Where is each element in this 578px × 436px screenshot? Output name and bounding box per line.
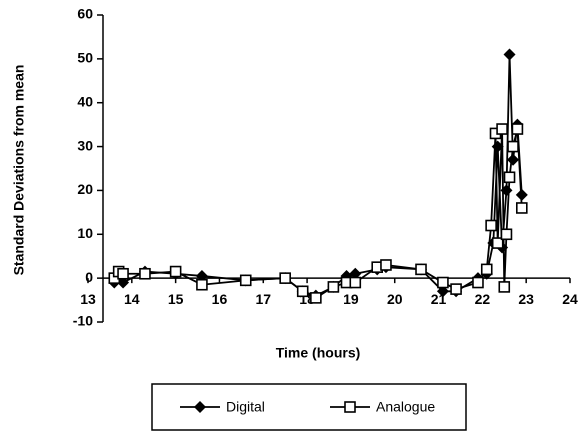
x-tick-label: 14 (124, 291, 140, 307)
x-tick-label: 19 (343, 291, 359, 307)
data-point (480, 263, 493, 276)
data-point (450, 283, 462, 295)
data-point (349, 276, 362, 289)
data-point (196, 278, 208, 291)
data-point (239, 274, 252, 287)
y-tick-label: 30 (77, 137, 93, 153)
data-point (117, 267, 129, 280)
x-tick-label: 13 (80, 291, 96, 307)
legend-label: Analogue (376, 399, 435, 415)
y-tick-label: -10 (73, 313, 93, 329)
data-point (503, 48, 516, 61)
y-tick-label: 50 (77, 50, 93, 66)
data-point (511, 123, 524, 135)
y-tick-label: 20 (77, 181, 93, 197)
data-point (296, 285, 309, 298)
x-tick-label: 23 (518, 291, 534, 307)
data-point (310, 292, 322, 304)
x-axis-label: Time (hours) (276, 345, 361, 361)
data-point (472, 276, 484, 289)
x-tick-label: 22 (475, 291, 491, 307)
data-point (437, 276, 449, 289)
y-tick-label: 60 (77, 6, 93, 22)
data-point (415, 263, 427, 276)
x-tick-label: 20 (387, 291, 403, 307)
legend-marker (194, 401, 206, 413)
y-tick-label: 0 (85, 269, 93, 285)
data-point (500, 228, 513, 241)
series-line (113, 54, 523, 297)
legend-marker (344, 401, 356, 413)
data-point (485, 219, 497, 232)
data-point (507, 153, 520, 166)
data-point (503, 171, 516, 184)
x-tick-label: 15 (168, 291, 184, 307)
data-point (498, 281, 511, 293)
x-tick-label: 17 (255, 291, 271, 307)
legend-box (151, 383, 467, 431)
x-tick-label: 24 (562, 291, 578, 307)
y-tick-label: 40 (77, 93, 93, 109)
data-point (496, 123, 508, 135)
data-point (139, 267, 151, 280)
data-point (507, 140, 519, 153)
data-point (491, 237, 504, 249)
legend-label: Digital (226, 399, 265, 415)
y-axis-label: Standard Deviations from mean (11, 65, 27, 276)
x-tick-label: 16 (212, 291, 228, 307)
data-point (380, 259, 392, 271)
data-point (169, 265, 182, 278)
data-point (327, 281, 340, 293)
data-point (279, 272, 291, 284)
data-point (515, 202, 528, 214)
y-tick-label: 10 (77, 225, 93, 241)
